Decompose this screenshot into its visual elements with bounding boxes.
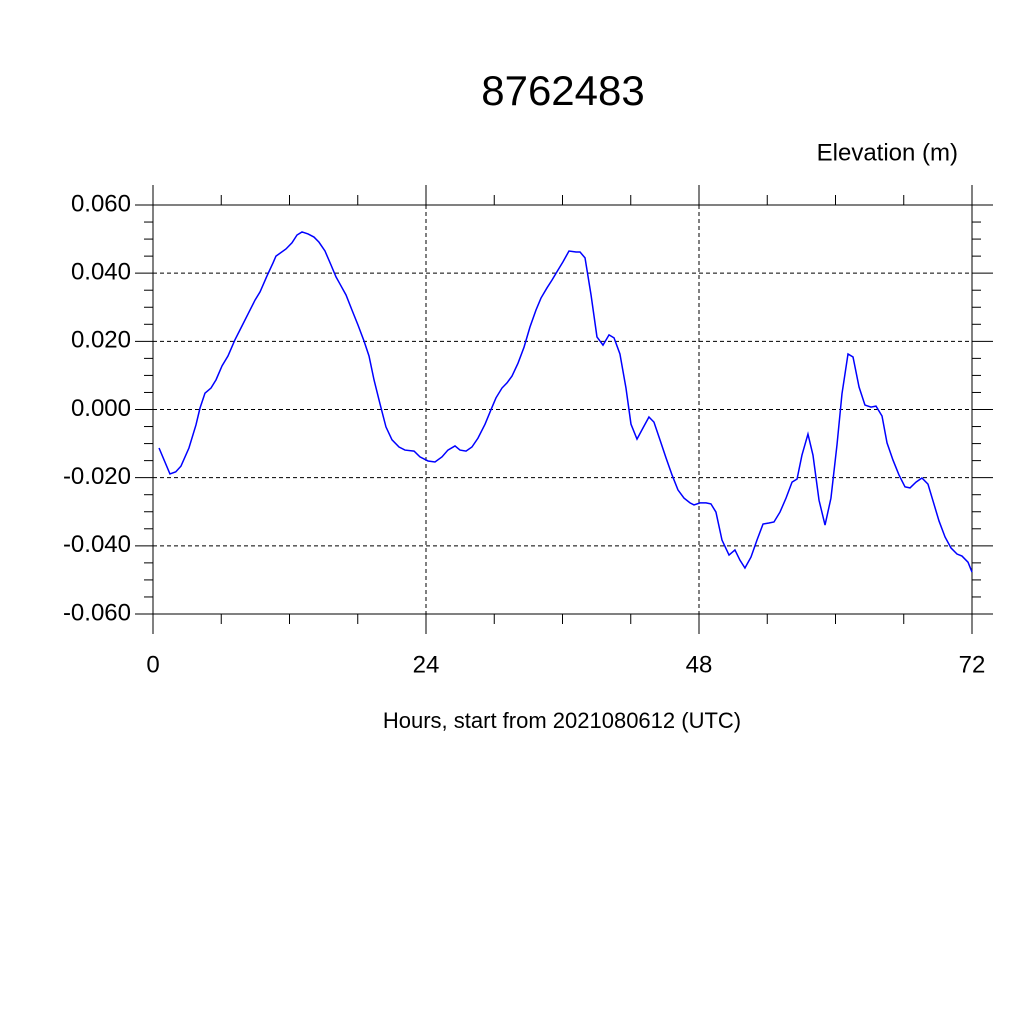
x-tick-label: 72	[959, 651, 986, 678]
y-tick-label: 0.040	[71, 259, 131, 286]
x-tick-label: 0	[146, 651, 159, 678]
y-tick-label: -0.060	[63, 599, 131, 626]
y-tick-label: 0.000	[71, 395, 131, 422]
x-tick-label: 48	[686, 651, 713, 678]
chart-title: 8762483	[481, 67, 645, 114]
y-tick-label: -0.020	[63, 463, 131, 490]
y-tick-label: -0.040	[63, 531, 131, 558]
y-tick-label: 0.060	[71, 190, 131, 217]
y-tick-label: 0.020	[71, 327, 131, 354]
x-tick-label: 24	[413, 651, 440, 678]
data-line	[158, 231, 973, 573]
y-axis-label: Elevation (m)	[817, 139, 958, 166]
x-axis-label: Hours, start from 2021080612 (UTC)	[383, 708, 741, 733]
plot-frame	[152, 204, 973, 615]
